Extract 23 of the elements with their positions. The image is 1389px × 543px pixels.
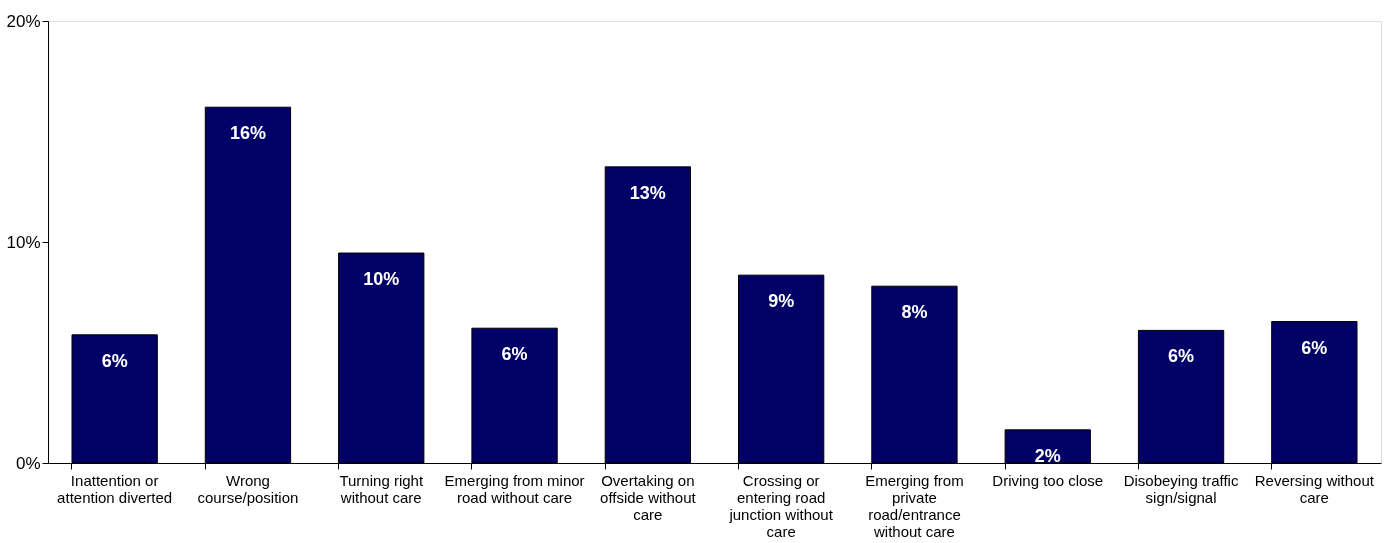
data-label: 6% [501,344,528,365]
data-label: 16% [229,123,266,144]
x-tick-label: Crossing or entering road junction without care [728,471,834,540]
data-label: 2% [1034,445,1061,466]
data-label: 13% [629,182,666,203]
x-tick-label: Emerging from private road/entrance without care [865,471,964,540]
data-label: 10% [363,269,400,290]
x-tick-label: Inattention or attention diverted [57,471,173,506]
y-tick-label: 0% [15,453,41,473]
x-tick-label: Turning right without care [339,471,424,506]
x-tick-label: Driving too close [992,471,1104,489]
data-label: 6% [1301,337,1328,358]
data-label: 9% [768,291,795,312]
data-label: 8% [901,302,928,323]
x-tick-label: Overtaking on offside without care [600,471,697,523]
data-label: 6% [1168,346,1195,367]
y-tick-label: 20% [6,11,41,31]
x-tick-label: Wrong course/position [197,471,299,506]
x-tick-label: Disobeying traffic sign/signal [1123,471,1239,506]
x-tick-label: Reversing without care [1254,471,1375,506]
x-tick-label: Emerging from minor road without care [444,471,585,506]
data-label: 6% [101,350,128,371]
y-tick-label: 10% [6,232,41,252]
